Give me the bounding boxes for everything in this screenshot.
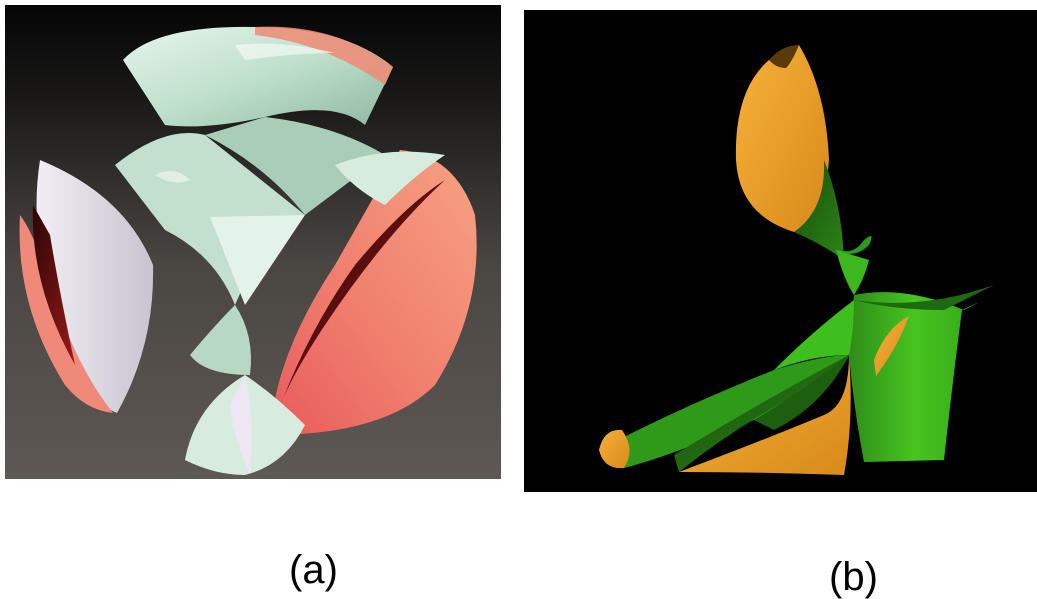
surface-image-a <box>5 5 501 479</box>
surface-image-b <box>524 10 1037 492</box>
panel-caption-a: (a) <box>289 548 338 592</box>
panel-caption-b: (b) <box>829 555 878 599</box>
surface-render-a <box>5 5 501 479</box>
surface-render-b <box>524 10 1037 492</box>
